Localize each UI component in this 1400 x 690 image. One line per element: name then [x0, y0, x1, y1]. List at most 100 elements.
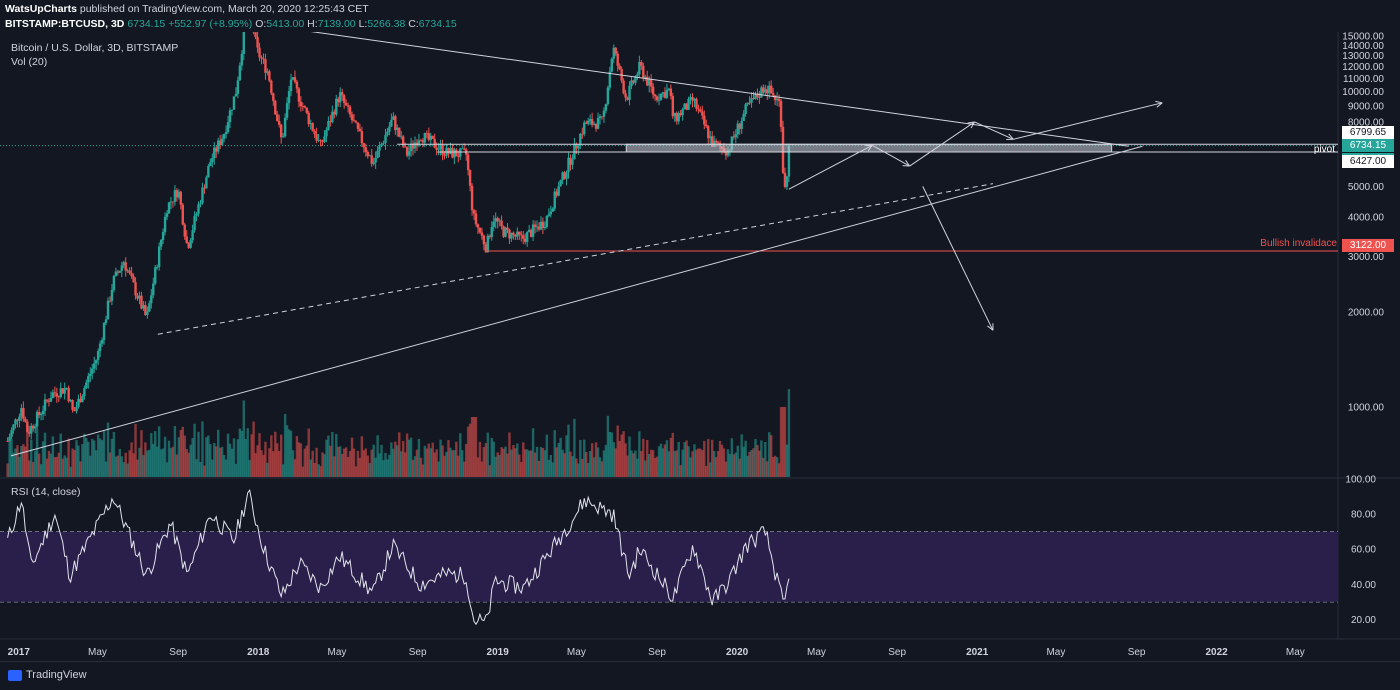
candle-body: [105, 319, 107, 323]
candle-body: [349, 107, 351, 115]
candle-body: [372, 163, 374, 164]
time-tick-label: May: [807, 647, 826, 658]
candle-body: [189, 240, 191, 248]
candle: [52, 389, 54, 398]
candle-body: [715, 141, 717, 143]
candle-body: [315, 134, 317, 141]
candle-body: [325, 130, 327, 136]
candle-body: [97, 351, 99, 360]
candle-body: [93, 363, 95, 368]
close-value: 6734.15: [419, 18, 457, 30]
candle-body: [128, 271, 130, 274]
candle-body: [624, 93, 626, 97]
candle-body: [357, 123, 359, 129]
candle-body: [134, 282, 136, 295]
candles: [6, 32, 790, 442]
candle: [268, 70, 270, 83]
candle-body: [42, 411, 44, 414]
candle-body: [10, 430, 12, 437]
candle-body: [278, 121, 280, 125]
candle-body: [239, 66, 241, 81]
volume-bars: [6, 389, 790, 477]
candle-body: [256, 37, 258, 47]
price-label: 6427.00: [1342, 155, 1394, 168]
chart-legend-title: Bitcoin / U.S. Dollar, 3D, BITSTAMP: [11, 42, 178, 54]
candle-body: [148, 303, 150, 311]
volume-bar: [788, 389, 790, 477]
arrow-shaft: [1013, 103, 1162, 139]
arrow-breakdown: [923, 186, 993, 330]
time-tick-label: May: [567, 647, 586, 658]
candle-body: [201, 188, 203, 204]
candle: [656, 95, 658, 102]
candle: [315, 128, 317, 143]
candle-body: [365, 147, 367, 152]
low-label: L:: [359, 18, 368, 30]
time-tick-label: May: [1046, 647, 1065, 658]
candle-body: [81, 396, 83, 402]
candle-body: [615, 48, 617, 54]
publisher-name[interactable]: WatsUpCharts: [5, 3, 77, 15]
price-label: 6799.65: [1342, 126, 1394, 139]
candle-body: [351, 114, 353, 120]
candle-body: [390, 120, 392, 127]
candle-body: [376, 151, 378, 158]
candle-body: [697, 109, 699, 110]
candle-body: [209, 162, 211, 166]
candle-body: [191, 230, 193, 240]
candle-body: [518, 232, 520, 235]
candle-body: [479, 228, 481, 233]
candle-body: [565, 172, 567, 178]
candle: [339, 87, 341, 107]
candle-body: [67, 388, 69, 401]
candle-body: [46, 399, 48, 400]
candle-body: [382, 143, 384, 144]
candle: [532, 220, 534, 241]
candle-body: [483, 236, 485, 245]
candle-body: [506, 228, 508, 230]
price-tick-label: 1000.00: [1348, 402, 1385, 413]
candle: [786, 176, 788, 190]
publish-info: WatsUpCharts published on TradingView.co…: [5, 3, 369, 15]
candle-body: [571, 159, 573, 164]
candle-body: [361, 131, 363, 143]
candle-body: [666, 90, 668, 98]
candle: [459, 148, 461, 160]
candle-body: [294, 77, 296, 82]
time-tick-label: May: [88, 647, 107, 658]
candle: [158, 242, 160, 270]
candle-body: [63, 388, 65, 393]
time-tick-label: 2020: [726, 647, 749, 658]
candle-body: [780, 101, 782, 127]
brand-name[interactable]: TradingView: [26, 669, 87, 681]
candle: [274, 100, 276, 115]
candle: [402, 135, 404, 148]
candle-body: [298, 89, 300, 102]
descending-trendline: [248, 32, 1128, 146]
candle-body: [280, 125, 282, 138]
close-label: C:: [408, 18, 419, 30]
arrow-breakout: [1013, 101, 1162, 139]
candle-body: [243, 32, 245, 54]
candle: [542, 218, 544, 235]
candle-body: [89, 374, 91, 376]
candle-body: [650, 79, 652, 86]
candle: [107, 297, 109, 319]
candle-body: [22, 408, 24, 419]
high-label: H:: [307, 18, 318, 30]
candle-body: [670, 89, 672, 96]
candle: [264, 54, 266, 80]
candle-body: [500, 221, 502, 227]
arrow-pullback: [975, 122, 1014, 140]
candle-body: [6, 441, 8, 442]
candle-body: [522, 235, 524, 238]
candle: [707, 125, 709, 144]
candle-body: [288, 91, 290, 103]
candle-body: [158, 247, 160, 267]
candle: [154, 265, 156, 285]
candle: [546, 215, 548, 229]
candle: [311, 122, 313, 131]
candle-body: [121, 265, 123, 270]
candle-body: [282, 136, 284, 137]
